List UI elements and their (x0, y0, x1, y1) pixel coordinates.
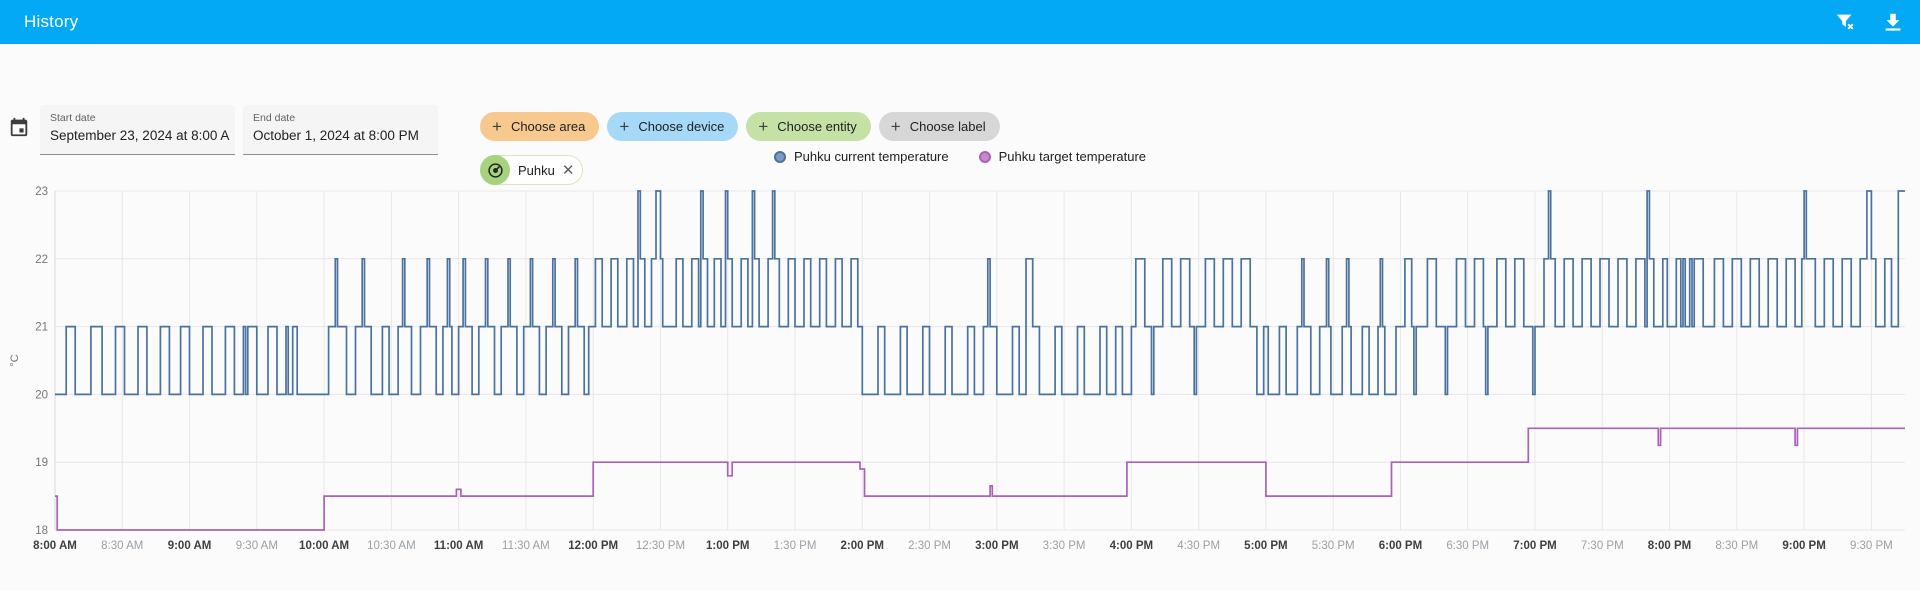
x-tick-label: 2:30 PM (908, 540, 951, 552)
puhku-entity-chip[interactable]: Puhku ✕ (480, 155, 584, 185)
x-tick-label: 10:00 AM (299, 540, 349, 552)
choose-area-chip[interactable]: + Choose area (480, 112, 600, 141)
x-tick-label: 6:00 PM (1379, 540, 1422, 552)
x-tick-label: 3:00 PM (975, 540, 1018, 552)
thermostat-icon (480, 155, 510, 185)
start-date-field[interactable]: Start date September 23, 2024 at 8:00 A (40, 105, 235, 155)
x-tick-label: 1:00 PM (706, 540, 749, 552)
app-header: History (0, 0, 1920, 44)
legend-marker-current (773, 150, 786, 163)
plus-icon: + (890, 117, 901, 136)
x-tick-label: 9:00 AM (168, 540, 212, 552)
end-date-field[interactable]: End date October 1, 2024 at 8:00 PM (243, 105, 438, 155)
y-tick-label: 21 (35, 322, 48, 334)
x-tick-label: 9:30 PM (1850, 540, 1893, 552)
x-tick-label: 12:00 PM (568, 540, 618, 552)
plus-icon: + (758, 117, 769, 136)
x-tick-label: 11:30 AM (502, 540, 550, 552)
choose-area-label: Choose area (510, 119, 586, 134)
end-date-value: October 1, 2024 at 8:00 PM (253, 128, 419, 143)
legend-label-current: Puhku current temperature (793, 149, 949, 164)
puhku-chip-label: Puhku (518, 162, 555, 178)
legend-marker-target (978, 150, 991, 163)
x-tick-label: 12:30 PM (636, 540, 685, 552)
series-line-0[interactable] (55, 190, 1905, 396)
x-tick-label: 8:30 AM (101, 540, 143, 552)
legend-item-target[interactable]: Puhku target temperature (978, 149, 1147, 164)
chart-legend: Puhku current temperature Puhku target t… (0, 149, 1920, 164)
close-icon[interactable]: ✕ (561, 161, 575, 179)
y-axis-unit-label: °C (9, 354, 21, 366)
y-tick-label: 23 (35, 186, 48, 198)
choose-label-label: Choose label (909, 119, 986, 134)
legend-label-target: Puhku target temperature (998, 149, 1147, 164)
x-tick-label: 6:30 PM (1446, 540, 1489, 552)
plus-icon: + (492, 117, 502, 136)
x-tick-label: 7:30 PM (1581, 540, 1624, 552)
legend-item-current[interactable]: Puhku current temperature (773, 149, 949, 164)
x-tick-label: 5:00 PM (1244, 540, 1287, 552)
x-tick-label: 3:30 PM (1043, 540, 1086, 552)
x-tick-label: 1:30 PM (774, 540, 817, 552)
x-tick-label: 4:00 PM (1110, 540, 1153, 552)
x-tick-label: 2:00 PM (841, 540, 884, 552)
y-tick-label: 19 (35, 457, 48, 469)
x-tick-label: 5:30 PM (1312, 540, 1355, 552)
plus-icon: + (619, 117, 630, 136)
y-tick-label: 22 (35, 254, 48, 266)
x-tick-label: 8:00 AM (33, 540, 77, 552)
download-icon[interactable] (1882, 11, 1904, 33)
y-tick-label: 18 (35, 525, 48, 537)
page-title: History (24, 12, 79, 31)
calendar-icon[interactable] (8, 116, 30, 138)
x-tick-label: 11:00 AM (434, 540, 483, 552)
x-tick-label: 4:30 PM (1177, 540, 1220, 552)
x-tick-label: 8:00 PM (1648, 540, 1691, 552)
x-tick-label: 8:30 PM (1715, 540, 1758, 552)
choose-entity-chip[interactable]: + Choose entity (746, 112, 871, 141)
x-tick-label: 7:00 PM (1513, 540, 1556, 552)
start-date-label: Start date (50, 112, 96, 124)
y-tick-label: 20 (35, 389, 48, 401)
choose-device-label: Choose device (638, 119, 725, 134)
filter-remove-icon[interactable] (1834, 11, 1856, 33)
choose-device-chip[interactable]: + Choose device (607, 112, 739, 141)
start-date-value: September 23, 2024 at 8:00 A (50, 128, 230, 143)
end-date-label: End date (253, 112, 296, 124)
x-tick-label: 9:00 PM (1782, 540, 1825, 552)
x-tick-label: 10:30 AM (367, 540, 416, 552)
x-tick-label: 9:30 AM (236, 540, 278, 552)
choose-label-chip[interactable]: + Choose label (878, 112, 1000, 141)
series-line-1[interactable] (55, 427, 1905, 531)
choose-entity-label: Choose entity (777, 119, 857, 134)
